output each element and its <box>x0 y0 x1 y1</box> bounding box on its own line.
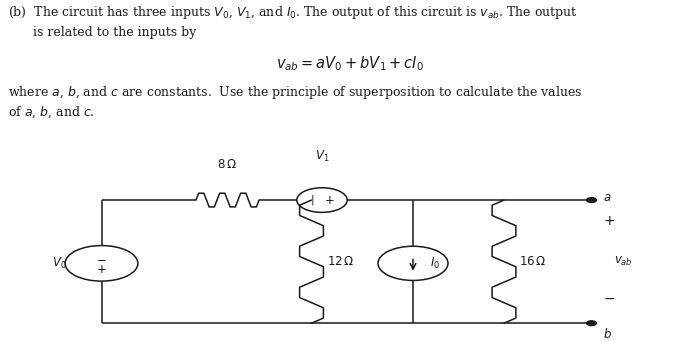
Text: $v_{ab}$: $v_{ab}$ <box>614 255 633 268</box>
Text: $V_0$: $V_0$ <box>52 256 66 271</box>
Text: $-$: $-$ <box>603 291 615 304</box>
Text: $16\,\Omega$: $16\,\Omega$ <box>519 255 547 268</box>
Text: $8\,\Omega$: $8\,\Omega$ <box>218 158 237 171</box>
Text: $I_0$: $I_0$ <box>430 256 440 271</box>
Text: $b$: $b$ <box>603 327 612 341</box>
Circle shape <box>587 198 596 202</box>
Text: $V_1$: $V_1$ <box>315 149 329 164</box>
Text: where $a$, $b$, and $c$ are constants.  Use the principle of superposition to ca: where $a$, $b$, and $c$ are constants. U… <box>8 84 583 101</box>
Text: $|$: $|$ <box>310 193 314 207</box>
Text: $-$: $-$ <box>96 252 107 265</box>
Text: $a$: $a$ <box>603 191 611 204</box>
Text: $v_{ab} = aV_0 + bV_1 + cI_0$: $v_{ab} = aV_0 + bV_1 + cI_0$ <box>276 55 424 74</box>
Text: $+$: $+$ <box>603 214 615 227</box>
Text: $+$: $+$ <box>323 194 335 207</box>
Circle shape <box>587 321 596 326</box>
Text: (b)  The circuit has three inputs $V_0$, $V_1$, and $I_0$. The output of this ci: (b) The circuit has three inputs $V_0$, … <box>8 4 578 21</box>
Text: $12\,\Omega$: $12\,\Omega$ <box>327 255 354 268</box>
Text: of $a$, $b$, and $c$.: of $a$, $b$, and $c$. <box>8 105 95 120</box>
Text: is related to the inputs by: is related to the inputs by <box>33 26 196 39</box>
Text: $+$: $+$ <box>96 263 107 276</box>
